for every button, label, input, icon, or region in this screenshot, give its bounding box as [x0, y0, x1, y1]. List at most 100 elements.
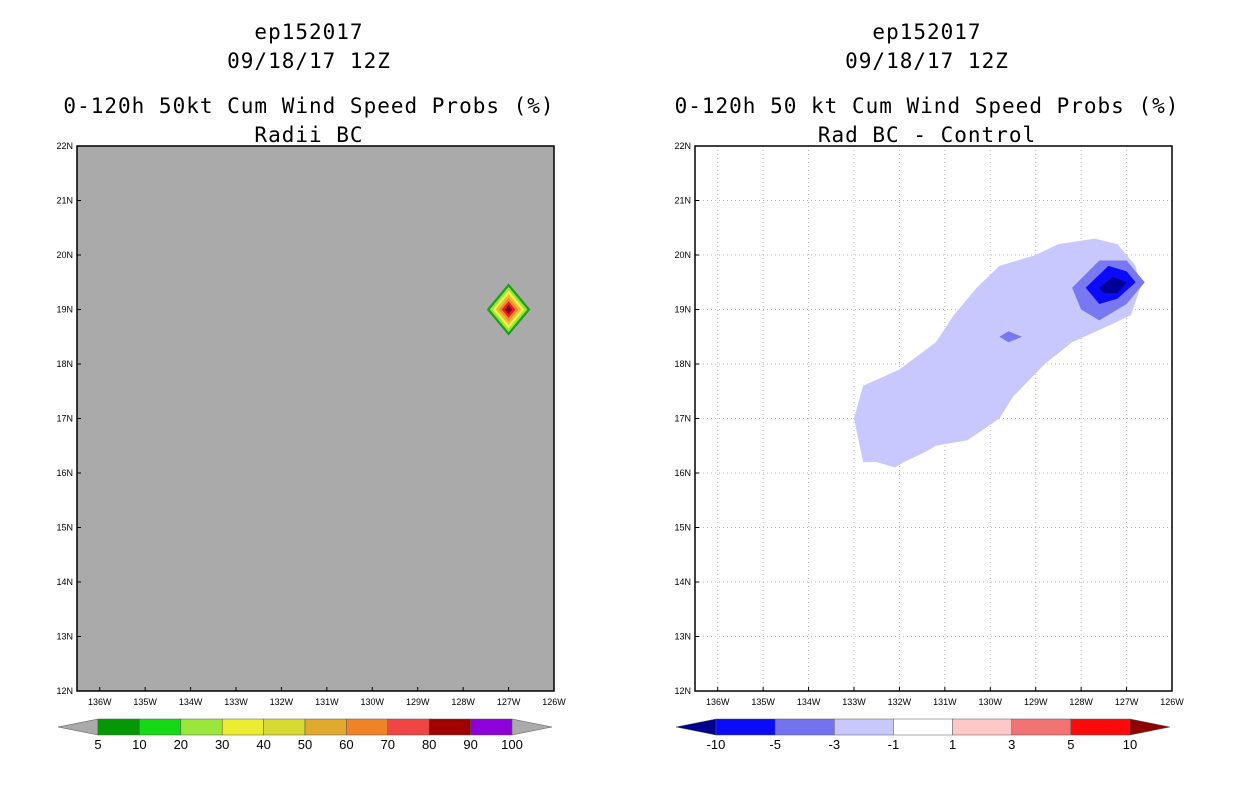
colorbar-box	[774, 718, 835, 736]
colorbar-box	[715, 718, 776, 736]
x-tick-label: 127W	[1115, 697, 1139, 707]
colorbar-high-triangle	[1129, 718, 1171, 736]
y-tick-label: 18N	[56, 359, 73, 369]
right-colorbar: -10 -5 -3 -1 1 3 5 10	[675, 718, 1171, 752]
x-tick-label: 133W	[224, 697, 248, 707]
right-title-date: 09/18/17 12Z	[845, 49, 1009, 73]
y-tick-label: 20N	[56, 250, 73, 260]
colorbar-label: 90	[463, 737, 477, 752]
y-tick-label: 16N	[56, 468, 73, 478]
colorbar-box	[97, 718, 140, 736]
x-tick-label: 126W	[1160, 697, 1184, 707]
right-title-storm: ep152017	[872, 20, 982, 44]
y-tick-label: 17N	[56, 414, 73, 424]
plot-background	[77, 146, 554, 691]
y-tick-label: 19N	[674, 305, 691, 315]
colorbar-label: 3	[1008, 737, 1015, 752]
x-tick-label: 132W	[888, 697, 912, 707]
colorbar-box	[952, 718, 1012, 736]
x-tick-label: 129W	[1024, 697, 1048, 707]
colorbar-label: -1	[888, 737, 900, 752]
y-tick-label: 16N	[674, 468, 691, 478]
y-tick-label: 12N	[56, 686, 73, 696]
colorbar-label: -10	[707, 737, 726, 752]
colorbar-box	[304, 718, 347, 736]
x-tick-label: 130W	[361, 697, 385, 707]
y-tick-label: 19N	[56, 305, 73, 315]
colorbar-box	[834, 718, 894, 736]
colorbar-label: 70	[381, 737, 395, 752]
left-title-subtitle: Radii BC	[254, 123, 364, 147]
x-tick-label: 133W	[842, 697, 866, 707]
colorbar-label: 5	[1067, 737, 1074, 752]
x-tick-label: 129W	[406, 697, 430, 707]
colorbar-high-triangle	[511, 718, 553, 736]
y-tick-label: 18N	[674, 359, 691, 369]
colorbar-label: 20	[174, 737, 188, 752]
colorbar-label: 30	[215, 737, 229, 752]
colorbar-box	[139, 718, 182, 736]
colorbar-box	[1070, 718, 1131, 736]
probability-peak	[506, 307, 511, 312]
colorbar-box	[221, 718, 264, 736]
colorbar-box	[263, 718, 306, 736]
y-tick-label: 20N	[674, 250, 691, 260]
right-title-product: 0-120h 50 kt Cum Wind Speed Probs (%)	[674, 94, 1180, 118]
y-tick-label: 12N	[674, 686, 691, 696]
y-tick-label: 21N	[56, 196, 73, 206]
colorbar-box	[428, 718, 471, 736]
left-title-product: 0-120h 50kt Cum Wind Speed Probs (%)	[63, 94, 555, 118]
x-tick-label: 126W	[542, 697, 566, 707]
colorbar-label: 1	[949, 737, 956, 752]
y-tick-label: 14N	[674, 577, 691, 587]
x-tick-label: 131W	[315, 697, 339, 707]
colorbar-box	[893, 718, 953, 736]
x-tick-label: 131W	[933, 697, 957, 707]
colorbar-label: -3	[829, 737, 841, 752]
colorbar-label: 40	[256, 737, 270, 752]
contour-region	[1099, 276, 1127, 294]
y-tick-label: 15N	[56, 523, 73, 533]
colorbar-label: 5	[94, 737, 101, 752]
right-plot: 136W 135W 134W 133W 132W 131W 130W 129W 128W 127W…	[674, 141, 1184, 707]
x-tick-label: 135W	[133, 697, 157, 707]
colorbar-label: 50	[298, 737, 312, 752]
x-tick-label: 134W	[179, 697, 203, 707]
left-plot: 136W 135W 134W 133W 132W 131W 130W 129W 128W 127W…	[56, 141, 566, 707]
colorbar-box	[1011, 718, 1072, 736]
y-tick-label: 13N	[674, 632, 691, 642]
colorbar-box	[470, 718, 513, 736]
colorbar-label: -5	[769, 737, 781, 752]
x-tick-label: 135W	[751, 697, 775, 707]
left-colorbar: 5 10 20 30 40 50 60 70 80 90 100	[57, 718, 553, 752]
y-tick-label: 13N	[56, 632, 73, 642]
colorbar-low-triangle	[57, 718, 99, 736]
y-tick-label: 15N	[674, 523, 691, 533]
x-tick-label: 136W	[88, 697, 112, 707]
left-title-date: 09/18/17 12Z	[227, 49, 391, 73]
y-tick-label: 21N	[674, 196, 691, 206]
y-tick-label: 22N	[674, 141, 691, 151]
x-tick-label: 134W	[797, 697, 821, 707]
colorbar-label: 100	[501, 737, 523, 752]
x-tick-label: 128W	[1069, 697, 1093, 707]
y-tick-label: 17N	[674, 414, 691, 424]
y-tick-label: 22N	[56, 141, 73, 151]
colorbar-low-triangle	[675, 718, 717, 736]
right-title-subtitle: Rad BC - Control	[817, 123, 1037, 147]
contour-region	[999, 331, 1023, 343]
x-tick-label: 128W	[451, 697, 475, 707]
y-tick-label: 14N	[56, 577, 73, 587]
right-title: ep152017 09/18/17 12Z 0-120h 50 kt Cum W…	[647, 18, 1207, 150]
colorbar-box	[346, 718, 389, 736]
colorbar-box	[180, 718, 223, 736]
left-title: ep152017 09/18/17 12Z 0-120h 50kt Cum Wi…	[29, 18, 589, 150]
colorbar-box	[387, 718, 430, 736]
colorbar-label: 10	[1123, 737, 1137, 752]
x-tick-label: 127W	[497, 697, 521, 707]
colorbar-label: 60	[339, 737, 353, 752]
colorbar-label: 80	[422, 737, 436, 752]
x-tick-label: 136W	[706, 697, 730, 707]
left-title-storm: ep152017	[254, 20, 364, 44]
